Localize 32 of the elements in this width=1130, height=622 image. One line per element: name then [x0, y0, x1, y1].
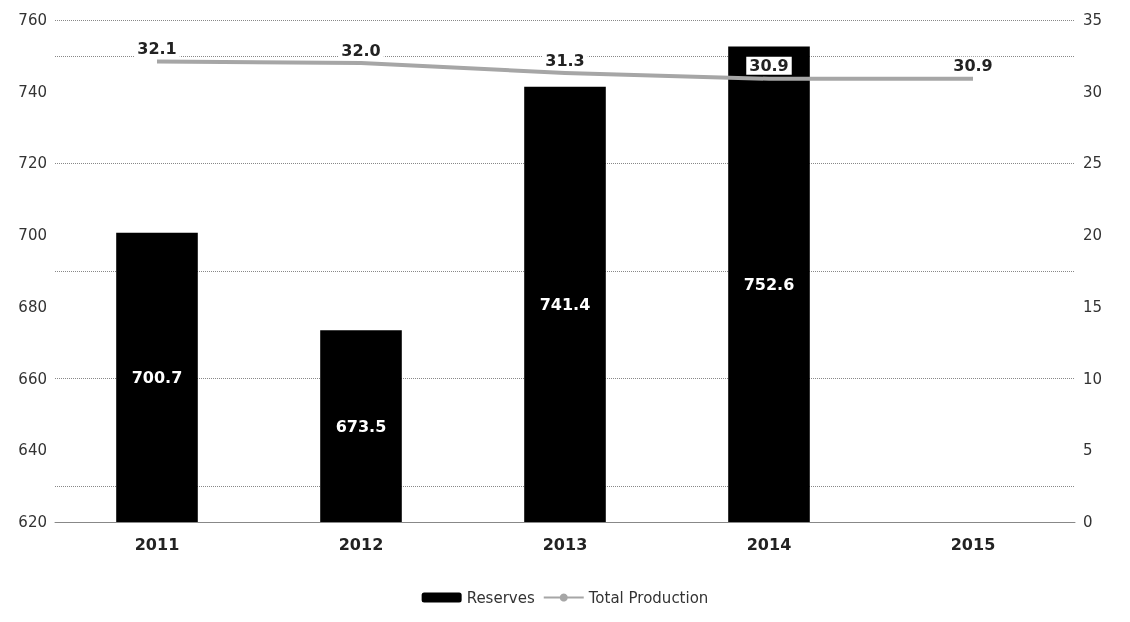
- y-tick-label: 740: [18, 82, 47, 101]
- x-tick-label: 2013: [542, 534, 588, 554]
- y-tick-label: 660: [18, 369, 47, 388]
- y2-tick-label: 35: [1083, 11, 1103, 29]
- data-label: 32.0: [341, 40, 381, 60]
- y2-tick-label: 30: [1083, 82, 1103, 101]
- y-tick-label: 760: [18, 11, 47, 29]
- y-tick-label: 680: [18, 297, 47, 316]
- x-tick-label: 2011: [134, 534, 180, 554]
- data-label: 30.9: [749, 56, 789, 76]
- y2-tick-label: 25: [1083, 154, 1103, 173]
- y2-tick-label: 15: [1083, 297, 1103, 316]
- x-tick-label: 2014: [746, 534, 792, 554]
- y-tick-label: 700: [18, 226, 47, 245]
- y2-tick-label: 5: [1083, 441, 1093, 460]
- data-label: 30.9: [953, 56, 993, 76]
- y-tick-label: 640: [18, 441, 47, 460]
- legend-label: Reserves: [466, 588, 535, 607]
- data-label: 700.7: [131, 367, 183, 387]
- data-label: 32.1: [137, 39, 177, 59]
- y2-tick-label: 10: [1083, 369, 1103, 388]
- data-label: 741.4: [539, 294, 591, 314]
- y2-tick-label: 0: [1083, 513, 1093, 531]
- data-label: 673.5: [335, 416, 387, 436]
- y2-tick-label: 20: [1083, 226, 1103, 245]
- data-label: 752.6: [743, 274, 795, 294]
- y-tick-label: 720: [18, 154, 47, 173]
- x-tick-label: 2015: [950, 534, 996, 554]
- y-tick-label: 620: [18, 513, 47, 531]
- x-tick-label: 2012: [338, 534, 384, 554]
- legend-label: Total Production: [587, 588, 709, 607]
- data-label: 31.3: [545, 50, 585, 70]
